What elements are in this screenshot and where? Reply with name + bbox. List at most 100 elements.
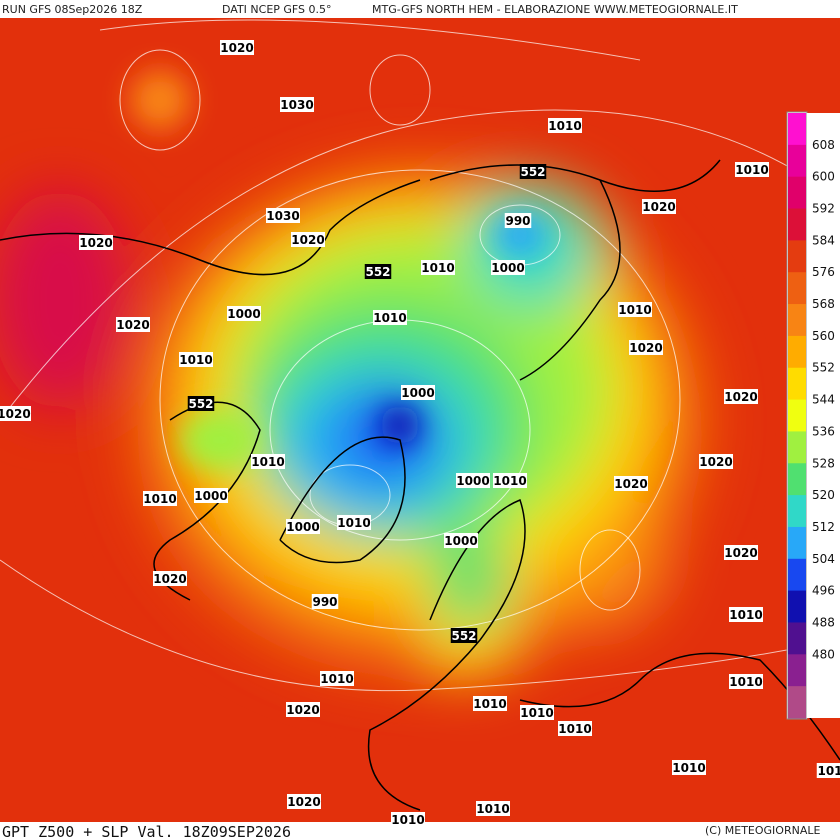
pressure-label-box xyxy=(401,385,435,400)
pressure-label: 1010 xyxy=(476,802,509,816)
colorbar-swatch xyxy=(788,240,806,273)
pressure-label: 1020 xyxy=(287,795,320,809)
pressure-label: 1010 xyxy=(558,722,591,736)
colorbar-label: 520 xyxy=(812,488,835,502)
colorbar-label: 544 xyxy=(812,393,835,407)
height-label: 552 xyxy=(520,165,545,179)
pressure-label-box xyxy=(286,702,320,717)
pressure-label: 1020 xyxy=(724,546,757,560)
pressure-label-box xyxy=(699,454,733,469)
pressure-label-box xyxy=(194,488,228,503)
pressure-label-box xyxy=(493,473,527,488)
run-info: RUN GFS 08Sep2026 18Z xyxy=(2,3,143,16)
colorbar-swatch xyxy=(788,208,806,241)
credit: MTG-GFS NORTH HEM - ELABORAZIONE WWW.MET… xyxy=(372,3,738,16)
pressure-label-box xyxy=(391,812,425,827)
pressure-label: 1020 xyxy=(699,455,732,469)
pressure-label-box xyxy=(153,571,187,586)
pressure-label: 1000 xyxy=(491,261,524,275)
pressure-label: 1020 xyxy=(642,200,675,214)
colorbar-swatch xyxy=(788,654,806,687)
pressure-label-box xyxy=(116,317,150,332)
colorbar-swatch xyxy=(788,176,806,210)
pressure-label-box xyxy=(266,208,300,223)
pressure-label: 1000 xyxy=(444,534,477,548)
pressure-label-box xyxy=(337,515,371,530)
pressure-label: 1000 xyxy=(194,489,227,503)
pressure-label: 1020 xyxy=(614,477,647,491)
pressure-label: 1010 xyxy=(320,672,353,686)
pressure-label: 1010 xyxy=(493,474,526,488)
colorbar-label: 496 xyxy=(812,584,835,598)
pressure-label-box xyxy=(456,473,490,488)
header-bar xyxy=(0,0,840,18)
colorbar-label: 512 xyxy=(812,520,835,534)
pressure-label: 1010 xyxy=(520,706,553,720)
pressure-label: 1000 xyxy=(227,307,260,321)
colorbar-label: 552 xyxy=(812,361,835,375)
pressure-label: 1010 xyxy=(735,163,768,177)
colorbar-swatch xyxy=(788,144,806,178)
pressure-label-box xyxy=(373,310,407,325)
pressure-label: 1010 xyxy=(729,675,762,689)
colorbar-label: 584 xyxy=(812,233,835,247)
pressure-label-box xyxy=(629,340,663,355)
colorbar-label: 600 xyxy=(812,170,835,184)
pressure-label-box xyxy=(816,763,840,778)
pressure-label-box xyxy=(286,519,320,534)
pressure-label-box xyxy=(504,213,532,228)
pressure-label: 1010 xyxy=(373,311,406,325)
pressure-label: 1000 xyxy=(401,386,434,400)
colorbar-swatch xyxy=(788,335,806,369)
colorbar-swatch xyxy=(788,304,806,337)
pressure-label-box xyxy=(520,705,554,720)
colorbar-swatch xyxy=(788,272,806,305)
colorbar-swatch xyxy=(788,367,806,401)
pressure-label-box xyxy=(729,674,763,689)
colorbar-swatch xyxy=(788,431,806,464)
pressure-label-box xyxy=(220,40,254,55)
colorbar-swatch xyxy=(788,686,806,719)
height-label-box xyxy=(187,396,215,411)
pressure-label: 990 xyxy=(505,214,530,228)
pressure-label: 1020 xyxy=(220,41,253,55)
pressure-label-box xyxy=(0,406,31,421)
pressure-label-box xyxy=(476,801,510,816)
pressure-label: 1020 xyxy=(116,318,149,332)
colorbar-swatch xyxy=(788,622,806,655)
pressure-label-box xyxy=(143,491,177,506)
pressure-label-box xyxy=(548,118,582,133)
pressure-label: 1020 xyxy=(0,407,31,421)
pressure-label: 1020 xyxy=(724,390,757,404)
footer-bar xyxy=(0,822,840,840)
height-label: 552 xyxy=(365,265,390,279)
pressure-label-box xyxy=(724,389,758,404)
pressure-label-box xyxy=(444,533,478,548)
pressure-label: 1010 xyxy=(729,608,762,622)
pressure-label-box xyxy=(642,199,676,214)
pressure-label-box xyxy=(729,607,763,622)
pressure-label: 1020 xyxy=(291,233,324,247)
pressure-label-box xyxy=(421,260,455,275)
pressure-label-box xyxy=(251,454,285,469)
colorbar-label-bg xyxy=(807,113,840,718)
colorbar-swatch xyxy=(788,558,806,592)
colorbar-swatch xyxy=(788,399,806,432)
colorbar-label: 568 xyxy=(812,297,835,311)
data-source: DATI NCEP GFS 0.5° xyxy=(222,3,332,16)
copyright: (C) METEOGIORNALE xyxy=(705,824,820,837)
height-label-box xyxy=(364,264,392,279)
pressure-label: 1000 xyxy=(456,474,489,488)
pressure-label-box xyxy=(320,671,354,686)
colorbar-label: 480 xyxy=(812,647,835,661)
colorbar-label: 536 xyxy=(812,424,835,438)
pressure-label: 1020 xyxy=(79,236,112,250)
pressure-label-box xyxy=(618,302,652,317)
pressure-label-box xyxy=(614,476,648,491)
colorbar-swatch xyxy=(788,463,806,496)
pressure-label: 1010 xyxy=(548,119,581,133)
colorbar-label: 608 xyxy=(812,138,835,152)
pressure-label: 1020 xyxy=(286,703,319,717)
pressure-label-box xyxy=(672,760,706,775)
